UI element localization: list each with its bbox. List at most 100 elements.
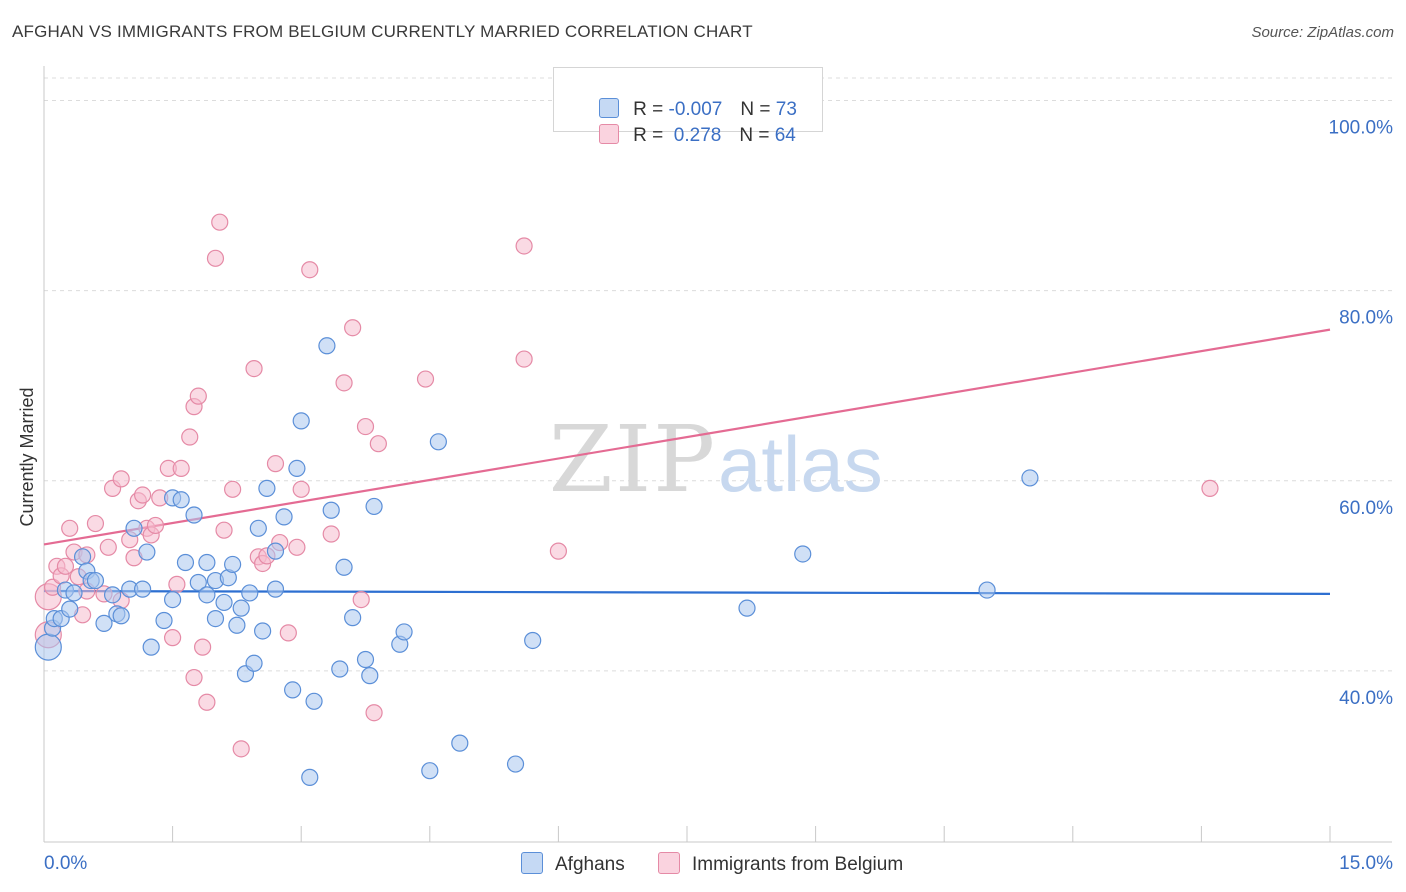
- afghans-point: [429, 433, 447, 451]
- afghans-point: [292, 412, 310, 430]
- legend-item-afghans[interactable]: Afghans: [521, 852, 625, 876]
- afghans-point: [322, 501, 340, 519]
- belgium-point: [515, 237, 533, 255]
- afghans-point: [198, 586, 216, 604]
- grid-lines: [44, 77, 1392, 672]
- legend-swatch-pink: [658, 852, 680, 874]
- legend-r-label: R =: [633, 125, 669, 146]
- belgium-point: [194, 638, 212, 656]
- afghans-point: [451, 734, 469, 752]
- belgium-point: [206, 249, 225, 267]
- afghans-trend-line: [43, 589, 1331, 595]
- belgium-point: [172, 459, 190, 478]
- belgium-point: [515, 350, 533, 368]
- afghans-point: [301, 768, 319, 786]
- afghans-point: [361, 667, 379, 685]
- x-tick-label: 15.0%: [1339, 853, 1393, 874]
- afghans-point: [266, 580, 285, 598]
- series-legend: Afghans Immigrants from Belgium: [0, 852, 1406, 878]
- belgium-point: [335, 374, 353, 392]
- afghans-point: [284, 681, 302, 699]
- belgium-point: [1201, 479, 1219, 497]
- belgium-point: [146, 516, 165, 535]
- afghans-point: [506, 755, 525, 773]
- y-tick-label: 60.0%: [1339, 498, 1393, 519]
- belgium-point: [322, 525, 340, 543]
- afghans-point: [73, 548, 92, 566]
- data-points: [34, 213, 1219, 786]
- afghans-point: [738, 599, 756, 617]
- legend-row-belgium: R = 0.278 N = 64: [578, 102, 796, 146]
- afghans-point: [356, 650, 375, 669]
- watermark-atlas: atlas: [718, 420, 883, 508]
- afghans-point: [112, 607, 130, 625]
- trend-lines: [43, 328, 1331, 595]
- belgium-point: [369, 435, 387, 453]
- afghans-point: [275, 508, 293, 526]
- afghans-point: [142, 638, 160, 656]
- watermark-zip: ZIP: [549, 406, 717, 513]
- legend-r-value: -0.007: [668, 99, 723, 120]
- belgium-point: [112, 470, 130, 488]
- legend-n-value: 64: [774, 125, 796, 146]
- afghans-point: [61, 600, 79, 618]
- afghans-point: [224, 555, 242, 574]
- belgium-point: [356, 417, 375, 436]
- afghans-point: [185, 506, 203, 524]
- y-tick-label: 80.0%: [1339, 308, 1393, 329]
- afghans-point: [232, 599, 250, 617]
- afghans-point: [86, 571, 105, 590]
- afghans-point: [138, 543, 156, 561]
- belgium-point: [86, 514, 105, 533]
- afghans-point: [258, 479, 276, 497]
- legend-item-belgium[interactable]: Immigrants from Belgium: [658, 852, 903, 876]
- afghans-point: [1021, 469, 1039, 487]
- afghans-point: [215, 593, 233, 612]
- legend-row-afghans: R = -0.007 N = 73: [578, 76, 797, 120]
- afghans-point: [249, 519, 267, 537]
- axes: [43, 66, 1392, 843]
- correlation-legend: R = -0.007 N = 73 R = 0.278 N = 64: [553, 67, 823, 146]
- belgium-point: [352, 590, 370, 609]
- afghans-point: [172, 491, 190, 509]
- y-axis-label: Currently Married: [17, 387, 37, 526]
- afghans-point: [331, 660, 349, 678]
- belgium-point: [288, 538, 306, 556]
- legend-n-value: 73: [775, 99, 797, 120]
- belgium-point: [181, 428, 199, 446]
- legend-n-label: N =: [739, 125, 775, 146]
- afghans-point: [133, 580, 152, 598]
- afghans-point: [103, 586, 122, 604]
- belgium-trend-line: [43, 328, 1331, 546]
- belgium-point: [301, 261, 319, 279]
- belgium-point: [266, 455, 285, 473]
- afghans-point: [344, 609, 362, 627]
- afghans-point: [34, 633, 62, 661]
- legend-swatch-blue: [521, 852, 543, 874]
- afghans-point: [125, 519, 143, 537]
- source-label: Source: ZipAtlas.com: [1251, 24, 1394, 41]
- afghans-point: [794, 545, 812, 563]
- x-tick-label: 0.0%: [44, 853, 87, 874]
- belgium-point: [99, 538, 117, 556]
- legend-label-afghans: Afghans: [555, 854, 625, 875]
- legend-r-value: 0.278: [668, 125, 722, 146]
- belgium-point: [292, 480, 310, 498]
- belgium-point: [245, 359, 263, 378]
- belgium-point: [61, 519, 79, 537]
- belgium-point: [416, 370, 435, 388]
- belgium-point: [133, 486, 152, 504]
- legend-swatch-blue: [599, 98, 620, 118]
- afghans-point: [245, 654, 263, 672]
- y-tick-label: 100.0%: [1329, 118, 1394, 139]
- afghans-point: [228, 616, 246, 634]
- afghans-point: [395, 623, 413, 641]
- afghans-point: [95, 614, 113, 632]
- afghans-point: [155, 611, 173, 630]
- afghans-point: [176, 553, 195, 572]
- belgium-point: [56, 557, 75, 575]
- afghans-point: [318, 337, 336, 355]
- tick-labels: 40.0% 60.0% 80.0% 100.0% 0.0% 15.0%: [44, 118, 1393, 874]
- afghans-point: [288, 459, 306, 478]
